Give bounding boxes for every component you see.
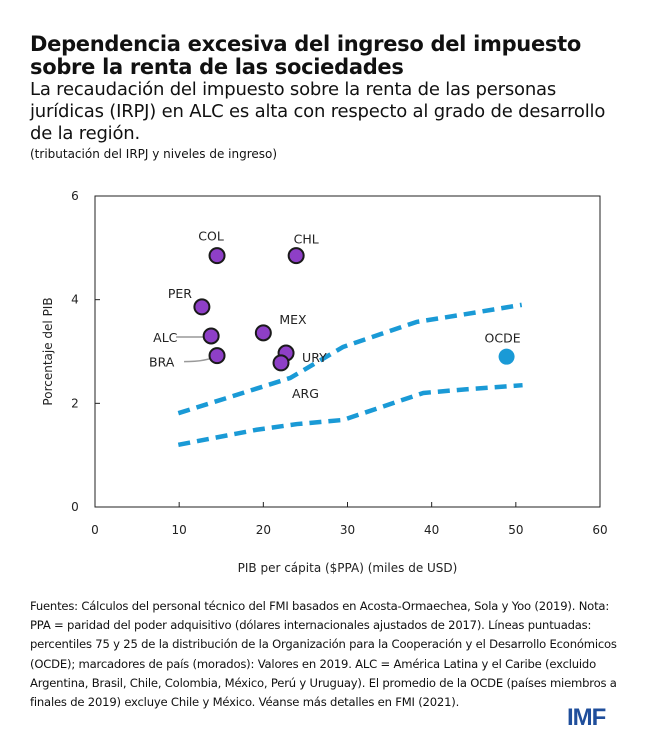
chart-units-note: (tributación del IRPJ y niveles de ingre… <box>30 147 278 161</box>
point-alc <box>202 327 220 345</box>
y-tick-label: 4 <box>71 293 79 307</box>
chart-title: Dependencia excesiva del ingreso del imp… <box>30 32 581 79</box>
point-label-ocde: OCDE <box>485 331 521 346</box>
point-label-per: PER <box>168 286 192 301</box>
point-label-arg: ARG <box>292 386 319 401</box>
y-tick-label: 0 <box>71 500 79 514</box>
x-tick-label: 20 <box>256 523 271 537</box>
x-tick-label: 30 <box>340 523 355 537</box>
point-chl <box>287 247 305 265</box>
x-tick-label: 10 <box>172 523 187 537</box>
percentile-75-line <box>177 302 523 416</box>
point-label-alc: ALC <box>153 330 178 345</box>
point-label-ury: URY <box>302 350 327 365</box>
source-notes: Fuentes: Cálculos del personal técnico d… <box>30 599 617 710</box>
plot-frame <box>94 195 601 508</box>
point-label-mex: MEX <box>279 312 307 327</box>
point-label-chl: CHL <box>294 232 319 247</box>
point-per <box>193 298 211 316</box>
y-tick-label: 6 <box>71 189 79 203</box>
x-tick-label: 0 <box>91 523 99 537</box>
point-arg <box>272 354 290 372</box>
y-axis-label: Porcentaje del PIB <box>41 297 55 405</box>
y-tick-label: 2 <box>71 396 79 410</box>
point-bra <box>208 347 226 365</box>
point-ocde <box>498 348 515 365</box>
point-label-bra: BRA <box>149 355 175 370</box>
point-col <box>208 247 226 265</box>
x-tick-label: 40 <box>424 523 439 537</box>
x-axis-label: PIB per cápita ($PPA) (miles de USD) <box>238 561 458 575</box>
scatter-chart: 0 10 20 30 40 50 60 0 2 4 6 PIB per cápita ($PPA) (… <box>41 189 608 575</box>
point-label-col: COL <box>198 229 224 244</box>
chart-subtitle: La recaudación del impuesto sobre la ren… <box>30 79 606 144</box>
percentile-25-line <box>177 382 523 448</box>
imf-logo: IMF <box>567 704 606 731</box>
x-tick-label: 50 <box>508 523 523 537</box>
x-tick-label: 60 <box>592 523 607 537</box>
point-mex <box>254 324 272 342</box>
